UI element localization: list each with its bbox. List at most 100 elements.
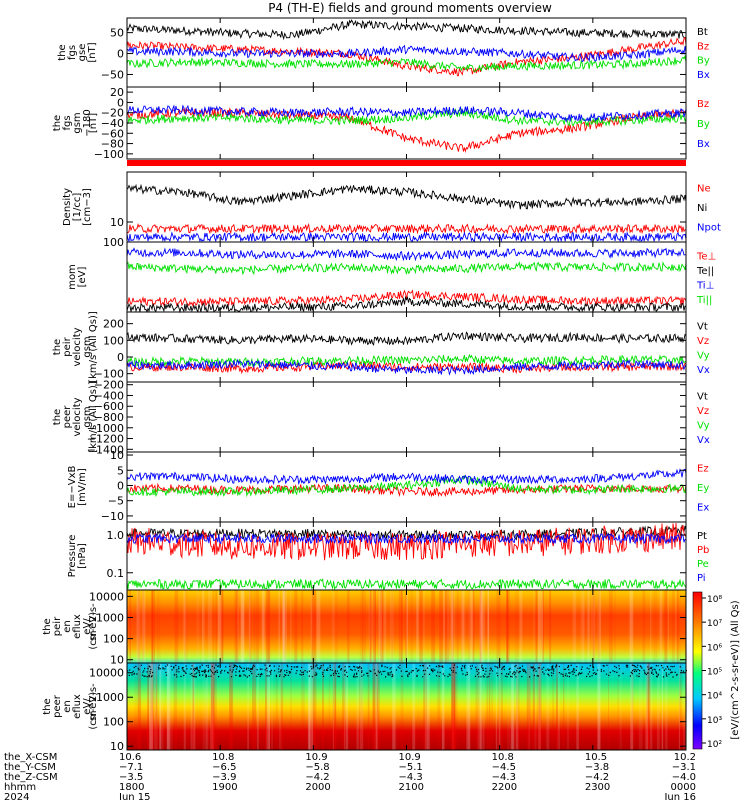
y-tick-label: 10000 bbox=[89, 667, 124, 680]
heatmap-streak bbox=[488, 663, 491, 750]
heatmap-streak bbox=[496, 590, 501, 663]
y-tick-label: −800 bbox=[94, 411, 124, 424]
y-axis-label: velocity bbox=[72, 397, 83, 436]
heatmap-streak bbox=[661, 663, 664, 750]
heatmap-streak bbox=[279, 663, 284, 750]
heatmap-streak bbox=[572, 590, 577, 663]
heatmap-streak bbox=[516, 663, 520, 750]
legend-entry: Bt bbox=[697, 27, 708, 38]
x-row-value: −4.2 bbox=[305, 772, 329, 783]
series-line-Te⊥ bbox=[127, 289, 687, 308]
heatmap-streak bbox=[215, 590, 217, 663]
heatmap-streak bbox=[552, 663, 555, 750]
heatmap-streak bbox=[149, 663, 154, 750]
y-axis-label: [km/s (All Qs)] bbox=[88, 311, 99, 383]
heatmap-streak bbox=[526, 663, 531, 750]
heatmap-streak bbox=[213, 663, 217, 750]
y-axis-label: mom bbox=[67, 264, 78, 290]
heatmap-streak bbox=[359, 590, 362, 663]
y-tick-label: −40 bbox=[101, 117, 124, 130]
heatmap-streak bbox=[535, 590, 538, 663]
heatmap-streak bbox=[679, 663, 682, 750]
x-row-value: −5.1 bbox=[399, 762, 423, 773]
x-row-label: hhmm bbox=[4, 782, 36, 793]
y-axis-label: eV/ bbox=[82, 618, 93, 635]
heatmap-streak bbox=[401, 590, 403, 663]
series-line-Ez bbox=[126, 482, 687, 498]
y-axis-label: [nT] bbox=[88, 113, 99, 133]
heatmap-streak bbox=[506, 590, 509, 663]
heatmap-streak bbox=[149, 663, 153, 750]
legend-entry: Te|| bbox=[696, 266, 714, 277]
y-axis-label: gsm bbox=[82, 336, 93, 357]
colorbar-tick-label: 10⁶ bbox=[707, 643, 722, 653]
series-line-Bz bbox=[126, 36, 687, 77]
heatmap-streak bbox=[282, 590, 287, 663]
heatmap-streak bbox=[129, 590, 131, 663]
y-axis-label: eflux bbox=[72, 614, 83, 639]
heatmap-streak bbox=[462, 590, 466, 663]
legend-entry: Pe bbox=[697, 559, 709, 570]
heatmap-streak bbox=[461, 590, 463, 663]
heatmap-streak bbox=[593, 590, 595, 663]
y-axis-label: fgs bbox=[62, 115, 73, 130]
legend-entry: Te⊥ bbox=[696, 251, 716, 262]
y-tick-label: −200 bbox=[94, 379, 124, 392]
heatmap-streak bbox=[597, 663, 601, 750]
heatmap-streak bbox=[450, 590, 454, 663]
colorbar-tick-label: 10² bbox=[707, 740, 722, 750]
heatmap-image bbox=[127, 663, 686, 750]
heatmap-streak bbox=[332, 663, 334, 750]
heatmap-streak bbox=[192, 663, 195, 750]
heatmap-streak bbox=[347, 590, 350, 663]
colorbar-tick-label: 10⁵ bbox=[707, 668, 722, 678]
heatmap-streak bbox=[542, 590, 544, 663]
heatmap-streak bbox=[412, 663, 416, 750]
heatmap-streak bbox=[346, 663, 349, 750]
heatmap-streak bbox=[437, 663, 441, 750]
heatmap-streak bbox=[376, 663, 378, 750]
heatmap-streak bbox=[533, 590, 536, 663]
legend-entry: Ex bbox=[697, 502, 709, 513]
x-row-label: the_Z-CSM bbox=[4, 772, 58, 783]
x-row-value: −3.9 bbox=[212, 772, 236, 783]
y-axis-label: gse bbox=[77, 44, 88, 62]
heatmap-streak bbox=[645, 663, 649, 750]
heatmap-streak bbox=[183, 590, 186, 663]
x-row-value: 1900 bbox=[212, 782, 237, 793]
heatmap-fill-dots bbox=[127, 664, 687, 678]
heatmap-streak bbox=[266, 663, 270, 750]
heatmap-streak bbox=[391, 590, 393, 663]
heatmap-streak bbox=[630, 663, 634, 750]
heatmap-streak bbox=[334, 590, 338, 663]
x-row-value: −4.3 bbox=[399, 772, 423, 783]
heatmap-streak bbox=[268, 663, 270, 750]
legend-entry: Bx bbox=[697, 139, 710, 150]
y-axis-label: (cm^2-s- bbox=[88, 603, 99, 650]
y-tick-label: 20 bbox=[110, 86, 124, 99]
heatmap-streak bbox=[659, 590, 662, 663]
y-axis-label: the bbox=[42, 698, 53, 714]
x-row-value: Jun 16 bbox=[663, 792, 696, 800]
heatmap-streak bbox=[445, 590, 450, 663]
y-tick-label: 0 bbox=[117, 351, 124, 364]
heatmap-streak bbox=[374, 663, 376, 750]
heatmap-streak bbox=[631, 663, 634, 750]
heatmap-streak bbox=[142, 590, 146, 663]
y-tick-label: 0 bbox=[117, 48, 124, 61]
heatmap-streak bbox=[468, 663, 471, 750]
heatmap-streak bbox=[205, 663, 209, 750]
y-axis-label: peer bbox=[52, 694, 63, 718]
heatmap-streak bbox=[511, 663, 515, 750]
heatmap-streak bbox=[506, 590, 508, 663]
heatmap-streak bbox=[394, 663, 397, 750]
heatmap-streak bbox=[443, 590, 445, 663]
y-axis-label: the bbox=[42, 618, 53, 634]
heatmap-streak bbox=[210, 663, 214, 750]
colorbar-gradient bbox=[692, 591, 703, 750]
heatmap-streak bbox=[454, 663, 456, 750]
y-tick-label: −1400 bbox=[87, 443, 124, 456]
heatmap-streak bbox=[196, 590, 200, 663]
heatmap-streak bbox=[422, 590, 425, 663]
